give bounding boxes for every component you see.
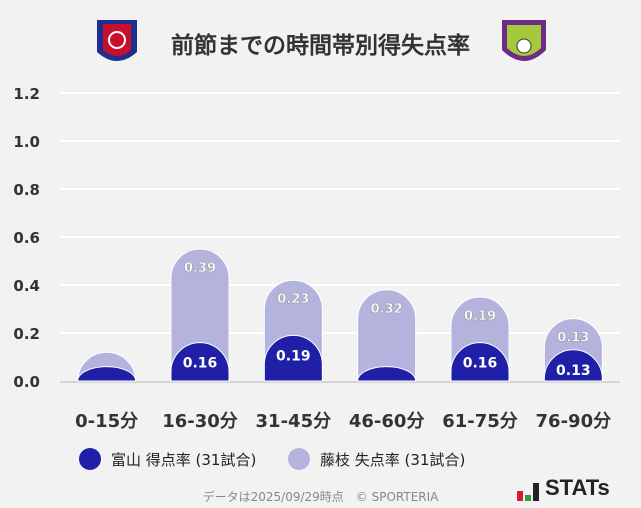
x-tick-label: 31-45分 — [256, 411, 332, 432]
bar-toyama-scored — [357, 366, 417, 382]
legend-item-fujieda: 藤枝 失点率 (31試合) — [288, 448, 465, 470]
bar-toyama-scored — [263, 334, 323, 382]
data-label-toyama: 0.16 — [183, 356, 218, 372]
legend-label: 藤枝 失点率 (31試合) — [320, 450, 466, 469]
bar-toyama-scored — [450, 342, 510, 382]
legend-label: 富山 得点率 (31試合) — [111, 450, 257, 469]
stats-logo: STATs — [517, 475, 610, 501]
chart-title: 前節までの時間帯別得失点率 — [171, 33, 470, 59]
bar-fujieda-conceded — [357, 289, 417, 382]
x-tick-label: 76-90分 — [536, 411, 612, 432]
x-tick-label: 0-15分 — [75, 411, 138, 432]
data-label-fujieda: 0.19 — [464, 309, 496, 324]
data-label-fujieda: 0.23 — [277, 292, 309, 307]
x-tick-label: 46-60分 — [349, 411, 425, 432]
data-label-fujieda: 0.13 — [557, 331, 589, 346]
y-tick-label: 1.0 — [13, 133, 40, 151]
y-tick-label: 0.4 — [13, 277, 40, 295]
data-label-toyama: 0.16 — [463, 356, 498, 372]
legend-item-toyama: 富山 得点率 (31試合) — [79, 448, 256, 470]
data-label-fujieda: 0.32 — [371, 302, 403, 317]
x-tick-label: 61-75分 — [442, 411, 518, 432]
y-tick-label: 0.2 — [13, 325, 40, 343]
data-label-toyama: 0.19 — [276, 348, 311, 364]
data-label-toyama: 0.13 — [556, 363, 591, 379]
y-tick-label: 0.8 — [13, 181, 40, 199]
x-tick-label: 16-30分 — [162, 411, 238, 432]
logo-left — [97, 20, 137, 61]
chart: 0.0 0.2 0.4 0.6 0.8 1.0 1.2 0-15分 0.16 0.39 16-30分… — [13, 20, 620, 432]
stats-bar-icon — [517, 483, 539, 501]
data-label-fujieda: 0.39 — [184, 261, 216, 276]
y-tick-label: 0.6 — [13, 229, 40, 247]
logo-right — [502, 20, 546, 61]
footer-note: データは2025/09/29時点 © SPORTERIA — [202, 490, 439, 504]
y-tick-label: 0.0 — [13, 373, 40, 391]
bar-toyama-scored — [170, 342, 230, 382]
y-tick-label: 1.2 — [13, 85, 40, 103]
bar-toyama-scored — [543, 349, 603, 382]
legend-swatch — [79, 448, 101, 470]
bar-toyama-scored — [77, 366, 137, 382]
legend-swatch — [288, 448, 310, 470]
